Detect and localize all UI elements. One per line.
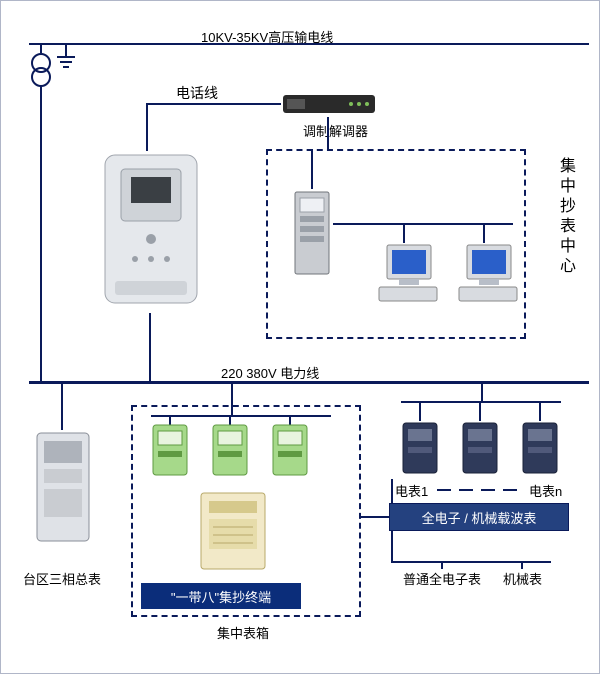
terminal-label-panel: "一带八"集抄终端 (141, 583, 301, 609)
transformer-down-line (40, 105, 42, 381)
pwr-line-label: 220 380V 电力线 (221, 363, 319, 382)
carrier-panel-text: 全电子 / 机械载波表 (422, 508, 537, 527)
dash3 (481, 489, 495, 491)
drop-box (231, 384, 233, 406)
phone-line (146, 103, 281, 105)
green-meter-3 (271, 423, 309, 479)
collector-down-line (149, 313, 151, 381)
dash4 (503, 489, 517, 491)
normal-elec-label: 普通全电子表 (403, 569, 481, 588)
right-drop2 (479, 401, 481, 421)
dash1 (437, 489, 451, 491)
right-drop3 (539, 401, 541, 421)
panel-down1 (391, 531, 393, 561)
center-title: 集中抄表中心 (553, 157, 577, 277)
panel-down3 (521, 561, 523, 569)
dark-meter-2 (461, 421, 499, 477)
collector-icon (97, 149, 207, 313)
metern-label: 电表n (529, 481, 562, 500)
right-drop1 (419, 401, 421, 421)
modem-down-line (327, 117, 329, 149)
modem-label: 调制解调器 (303, 121, 368, 140)
terminal-label-text: "一带八"集抄终端 (171, 587, 271, 606)
net-drop1 (403, 223, 405, 243)
mech-label: 机械表 (503, 569, 542, 588)
panel-down-h (391, 561, 551, 563)
inner-bus (151, 415, 331, 417)
net-drop2 (483, 223, 485, 243)
ground-icon (57, 45, 75, 75)
hv-line-label: 10KV-35KV高压输电线 (201, 27, 333, 46)
panel-up-line (391, 479, 393, 503)
area-meter-label: 台区三相总表 (23, 569, 101, 588)
collector-up-line (146, 103, 148, 151)
drop-area (61, 384, 63, 430)
green-meter-2 (211, 423, 249, 479)
panel-down2 (441, 561, 443, 569)
server-up-line (311, 149, 313, 189)
drop-right (481, 384, 483, 402)
box-to-panel (361, 516, 389, 518)
server-icon (291, 186, 335, 281)
phone-line-label: 电话线 (176, 83, 218, 103)
inner-bus-up (231, 405, 233, 415)
area-meter-icon (31, 429, 97, 549)
dash2 (459, 489, 473, 491)
green-meter-1 (151, 423, 189, 479)
dark-meter-1 (401, 421, 439, 477)
net-bus (333, 223, 513, 225)
pc1-icon (375, 241, 445, 307)
meter-box-label: 集中表箱 (217, 623, 269, 642)
pc2-icon (455, 241, 525, 307)
dark-meter-3 (521, 421, 559, 477)
transformer-icon (31, 45, 51, 105)
meter1-label: 电表1 (395, 481, 428, 500)
carrier-panel: 全电子 / 机械载波表 (389, 503, 569, 531)
terminal-icon (197, 489, 271, 575)
modem-icon (281, 89, 381, 119)
right-bus (401, 401, 561, 403)
